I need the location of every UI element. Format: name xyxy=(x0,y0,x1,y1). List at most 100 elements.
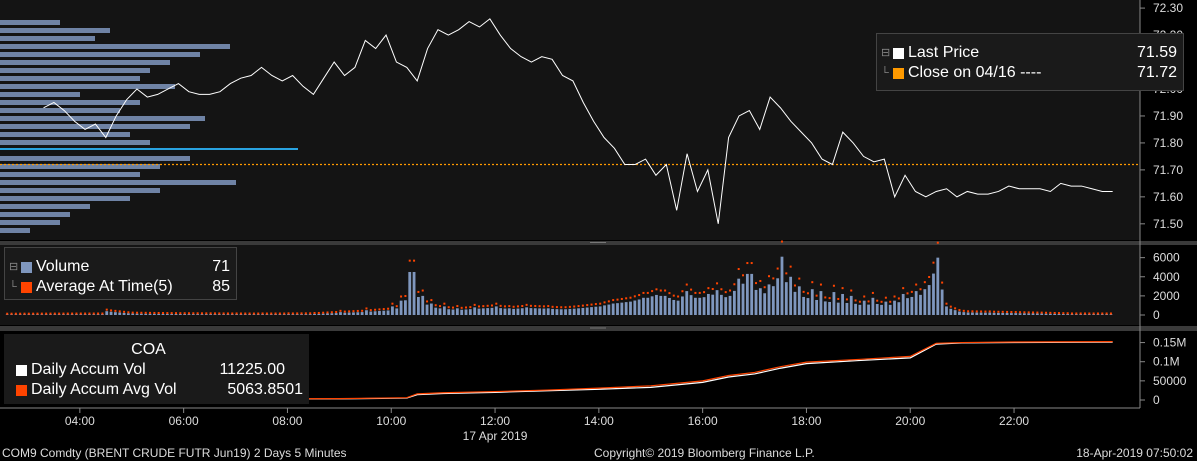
tree-collapse-icon[interactable]: ⊟ xyxy=(9,261,19,273)
avg-volume-dot xyxy=(309,312,312,315)
volume-bar xyxy=(278,314,282,315)
avg-volume-dot xyxy=(452,306,455,309)
volume-bar xyxy=(148,313,152,315)
volume-bar xyxy=(711,294,715,315)
volume-bar xyxy=(1096,314,1100,315)
volume-bar xyxy=(291,314,295,315)
volume-bar xyxy=(49,314,52,315)
x-tick-label: 16:00 xyxy=(688,414,718,428)
avg-volume-dot xyxy=(542,305,545,308)
volume-bar xyxy=(1022,313,1026,315)
avg-volume-dot xyxy=(49,312,52,315)
volume-bar xyxy=(564,309,567,315)
avg-volume-dot xyxy=(378,308,381,311)
avg-volume-dot xyxy=(538,305,541,308)
avg-volume-dot xyxy=(469,306,472,309)
last-price-swatch-icon xyxy=(893,47,904,59)
volume-legend[interactable]: ⊟ Volume 71 └ Average At Time(5) 85 xyxy=(4,247,237,300)
volume-profile-bar xyxy=(0,164,160,169)
accum-y-tick-label: 0.15M xyxy=(1153,336,1186,350)
volume-bar xyxy=(594,306,598,315)
avg-volume-dot xyxy=(850,289,853,292)
avg-volume-dot xyxy=(690,288,693,291)
avg-volume-dot xyxy=(521,304,524,307)
avg-volume-dot xyxy=(222,312,225,315)
volume-bar xyxy=(382,310,386,315)
avg-volume-dot xyxy=(806,292,809,295)
tree-collapse-icon[interactable]: ⊟ xyxy=(881,47,891,59)
volume-bar xyxy=(339,312,342,315)
volume-bar xyxy=(269,314,273,315)
avg-volume-dot xyxy=(967,310,970,313)
avg-volume-dot xyxy=(62,312,65,315)
volume-bar xyxy=(533,308,537,315)
avg-volume-dot xyxy=(244,312,247,315)
volume-bar xyxy=(135,313,139,315)
volume-profile-bar xyxy=(0,140,150,145)
price-y-tick-label: 71.50 xyxy=(1153,217,1183,231)
volume-bar xyxy=(40,314,44,315)
volume-bar xyxy=(14,314,18,315)
price-y-tick-label: 71.80 xyxy=(1153,136,1183,150)
x-tick-label: 22:00 xyxy=(999,414,1029,428)
volume-bar xyxy=(607,304,611,315)
avg-volume-dot xyxy=(235,312,238,315)
volume-bar xyxy=(321,313,325,315)
avg-volume-dot xyxy=(101,312,104,315)
volume-bar xyxy=(1066,314,1070,315)
close-value: 71.72 xyxy=(1136,64,1177,81)
avg-volume-dot xyxy=(183,312,186,315)
volume-profile-bar xyxy=(0,188,160,193)
volume-profile-bar xyxy=(0,172,140,177)
volume-bar xyxy=(745,273,749,315)
volume-bar xyxy=(624,302,628,315)
volume-bar xyxy=(633,300,637,315)
avg-volume-dot xyxy=(447,306,450,309)
volume-bar xyxy=(875,303,879,315)
volume-bar xyxy=(334,313,338,315)
volume-profile-bar xyxy=(0,20,60,25)
avg-volume-dot xyxy=(1058,312,1061,315)
volume-bar xyxy=(767,284,771,315)
avg-volume-dot xyxy=(863,295,866,298)
avg-volume-dot xyxy=(490,304,493,307)
volume-bar xyxy=(109,311,113,315)
volume-bar xyxy=(226,314,230,315)
price-legend[interactable]: ⊟ Last Price 71.59 └ Close on 04/16 ---- 71… xyxy=(876,33,1184,91)
avg-volume-dot xyxy=(218,312,221,315)
avg-volume-dot xyxy=(876,299,879,302)
avg-volume-dot xyxy=(226,312,229,315)
avg-volume-dot xyxy=(612,299,615,302)
avg-volume-dot xyxy=(430,299,433,302)
avg-volume-dot xyxy=(1053,311,1056,314)
volume-bar xyxy=(261,314,264,315)
avg-volume-dot xyxy=(603,301,606,304)
avg-volume-dot xyxy=(1001,310,1004,313)
avg-volume-dot xyxy=(871,291,874,294)
accum-legend[interactable]: COA Daily Accum Vol 11225.00 Daily Accum … xyxy=(4,334,309,404)
avg-volume-dot xyxy=(192,312,195,315)
avg-volume-dot xyxy=(1083,312,1086,315)
avg-volume-dot xyxy=(123,310,126,313)
volume-bar xyxy=(295,314,299,315)
avg-volume-dot xyxy=(118,310,121,313)
avg-volume-dot xyxy=(404,295,407,298)
avg-volume-dot xyxy=(6,312,9,315)
volume-bar xyxy=(637,299,641,315)
avg-volume-dot xyxy=(465,306,468,309)
volume-bar xyxy=(681,296,684,315)
volume-bar xyxy=(555,309,559,315)
avg-volume-dot xyxy=(828,297,831,300)
volume-bar xyxy=(126,313,130,315)
volume-bar xyxy=(1031,313,1035,315)
timestamp: 18-Apr-2019 07:50:02 xyxy=(1076,446,1193,460)
avg-volume-dot xyxy=(408,259,411,262)
avg-volume-dot xyxy=(426,300,429,303)
volume-bar xyxy=(551,308,554,315)
avg-volume-dot xyxy=(590,303,593,306)
avg-volume-dot xyxy=(495,302,498,305)
volume-bar xyxy=(737,278,741,315)
volume-bar xyxy=(122,312,126,315)
avg-volume-dot xyxy=(841,287,844,290)
